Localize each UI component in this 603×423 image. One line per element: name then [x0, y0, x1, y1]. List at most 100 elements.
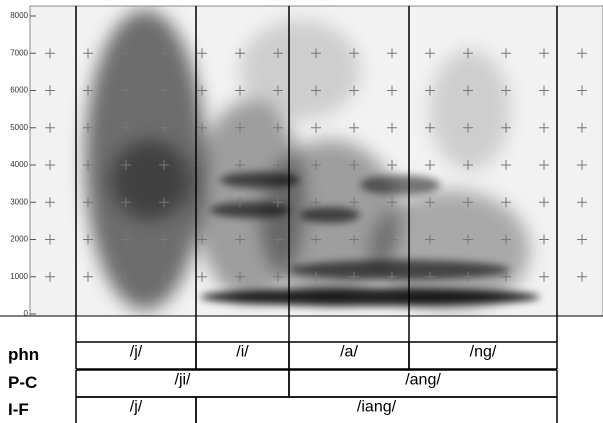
grid-cross: [387, 197, 397, 208]
grid-cross: [311, 48, 321, 59]
grid-cross: [463, 271, 473, 282]
grid-cross: [121, 197, 131, 208]
grid-cross: [159, 122, 169, 133]
grid-cross: [197, 122, 207, 133]
segment-label: /ang/: [405, 372, 441, 389]
grid-cross: [83, 234, 93, 245]
grid-cross: [577, 160, 587, 170]
grid-cross: [311, 234, 321, 245]
grid-cross: [121, 122, 131, 133]
grid-cross: [45, 197, 55, 208]
grid-cross: [159, 197, 169, 208]
y-tick-label: 0: [24, 309, 29, 318]
y-tick-label: 5000: [10, 123, 28, 132]
y-tick-label: 6000: [10, 86, 28, 95]
grid-cross: [273, 48, 283, 59]
grid-cross: [501, 234, 511, 245]
grid-cross: [425, 48, 435, 59]
y-tick-label: 2000: [10, 235, 28, 244]
grid-cross: [349, 160, 359, 170]
grid-cross: [387, 48, 397, 59]
grid-cross: [387, 271, 397, 282]
grid-cross: [539, 160, 549, 170]
grid-cross: [83, 160, 93, 170]
y-tick-label: 8000: [10, 11, 28, 20]
grid-cross: [159, 48, 169, 59]
grid-cross: [349, 122, 359, 133]
grid-cross: [197, 48, 207, 59]
grid-cross: [273, 122, 283, 133]
grid-cross: [539, 271, 549, 282]
grid-cross: [387, 234, 397, 245]
grid-cross: [311, 197, 321, 208]
grid-cross: [197, 160, 207, 170]
grid-cross: [159, 234, 169, 245]
grid-cross: [197, 197, 207, 208]
grid-cross: [273, 197, 283, 208]
grid-cross: [425, 234, 435, 245]
grid-crosses: [45, 48, 587, 282]
grid-cross: [83, 271, 93, 282]
grid-cross: [577, 48, 587, 59]
grid-cross: [349, 234, 359, 245]
grid-cross: [197, 234, 207, 245]
grid-cross: [45, 271, 55, 282]
segment-label: /j/: [130, 399, 143, 416]
grid-cross: [539, 197, 549, 208]
grid-cross: [83, 85, 93, 96]
grid-cross: [121, 271, 131, 282]
y-axis: 0 1000 2000 3000 4000 5000 6000 7000 8000: [10, 11, 36, 318]
grid-cross: [425, 85, 435, 96]
grid-cross: [463, 85, 473, 96]
y-tick-label: 7000: [10, 48, 28, 57]
y-tick-label: 1000: [10, 272, 28, 281]
grid-cross: [273, 160, 283, 170]
grid-cross: [463, 160, 473, 170]
grid-cross: [159, 85, 169, 96]
grid-cross: [45, 85, 55, 96]
grid-cross: [501, 122, 511, 133]
grid-cross: [311, 85, 321, 96]
grid-cross: [577, 122, 587, 133]
grid-cross: [83, 122, 93, 133]
tier-name: phn: [8, 345, 39, 364]
grid-cross: [197, 271, 207, 282]
grid-cross: [501, 160, 511, 170]
grid-cross: [45, 48, 55, 59]
grid-cross: [463, 234, 473, 245]
grid-cross: [387, 122, 397, 133]
grid-cross: [121, 85, 131, 96]
segment-label: /ji/: [175, 372, 192, 389]
grid-cross: [387, 160, 397, 170]
segment-label: /a/: [340, 344, 358, 361]
grid-cross: [235, 234, 245, 245]
grid-cross: [197, 85, 207, 96]
segment-label: /ng/: [470, 344, 497, 361]
segment-label: /j/: [130, 344, 143, 361]
annotation-tiers: phn/j/ /i/ /a/ /ng/P-C/ji/ /ang/I-F/j/ /iang/: [8, 6, 558, 423]
grid-cross: [121, 160, 131, 170]
grid-cross: [311, 271, 321, 282]
grid-cross: [501, 48, 511, 59]
grid-cross: [463, 122, 473, 133]
grid-cross: [539, 48, 549, 59]
grid-cross: [273, 234, 283, 245]
grid-cross: [463, 197, 473, 208]
grid-cross: [425, 122, 435, 133]
grid-cross: [425, 197, 435, 208]
grid-cross: [501, 271, 511, 282]
grid-cross: [577, 271, 587, 282]
tier-name: P-C: [8, 373, 37, 392]
grid-cross: [539, 234, 549, 245]
grid-cross: [539, 122, 549, 133]
grid-cross: [83, 197, 93, 208]
grid-cross: [159, 160, 169, 170]
grid-cross: [577, 85, 587, 96]
grid-cross: [83, 48, 93, 59]
grid-cross: [387, 85, 397, 96]
grid-cross: [45, 160, 55, 170]
grid-cross: [121, 48, 131, 59]
grid-cross: [577, 197, 587, 208]
grid-cross: [349, 271, 359, 282]
grid-cross: [539, 85, 549, 96]
